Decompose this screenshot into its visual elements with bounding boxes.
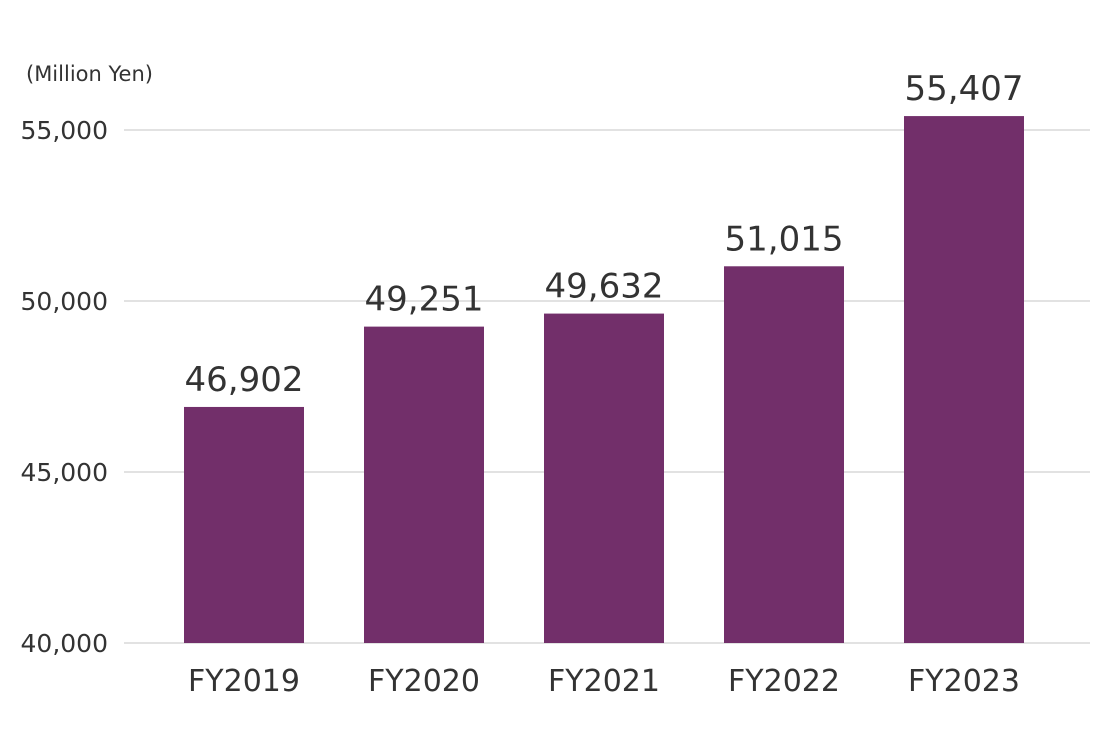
value-label: 51,015 bbox=[725, 219, 844, 259]
x-axis-ticks: FY2019 FY2020 FY2021 FY2022 FY2023 bbox=[188, 664, 1020, 699]
y-tick-label: 55,000 bbox=[21, 116, 108, 145]
value-label: 46,902 bbox=[185, 360, 304, 400]
bars bbox=[184, 116, 1024, 644]
x-tick-label: FY2020 bbox=[368, 664, 480, 699]
bar bbox=[184, 406, 304, 643]
value-label: 49,632 bbox=[545, 267, 664, 307]
y-tick-label: 45,000 bbox=[21, 458, 108, 487]
x-tick-label: FY2023 bbox=[908, 664, 1020, 699]
bar bbox=[364, 326, 484, 643]
bar bbox=[544, 313, 664, 643]
value-label: 55,407 bbox=[905, 69, 1024, 109]
bar bbox=[724, 266, 844, 643]
value-label: 49,251 bbox=[365, 280, 484, 320]
y-unit-label: (Million Yen) bbox=[26, 62, 153, 86]
y-axis-ticks: 40,000 45,000 50,000 55,000 bbox=[21, 116, 108, 658]
x-tick-label: FY2021 bbox=[548, 664, 660, 699]
y-tick-label: 40,000 bbox=[21, 629, 108, 658]
x-tick-label: FY2022 bbox=[728, 664, 840, 699]
bar bbox=[904, 116, 1024, 644]
y-tick-label: 50,000 bbox=[21, 287, 108, 316]
x-tick-label: FY2019 bbox=[188, 664, 300, 699]
value-labels: 46,902 49,251 49,632 51,015 55,407 bbox=[185, 69, 1024, 400]
